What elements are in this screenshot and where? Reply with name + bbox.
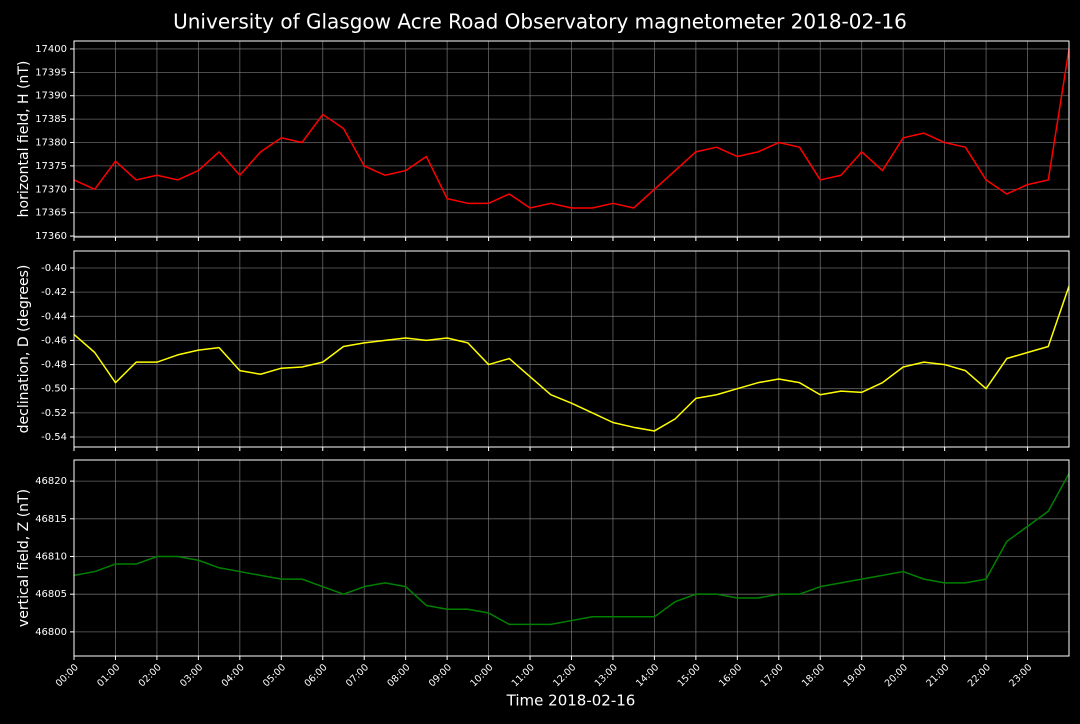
y-tick-label: 46820 xyxy=(35,476,67,487)
y-tick-label: -0.44 xyxy=(41,311,67,322)
data-line xyxy=(73,48,1070,209)
y-tick-label: 17390 xyxy=(35,91,67,102)
y-tick-label: 46800 xyxy=(35,627,67,638)
y-tick-label: -0.40 xyxy=(41,263,67,274)
plot-frame xyxy=(73,250,1070,448)
y-axis-label: horizontal field, H (nT) xyxy=(16,61,32,218)
y-tick-label: -0.52 xyxy=(41,408,67,419)
y-tick-label: 17400 xyxy=(35,44,67,55)
y-tick-label: -0.42 xyxy=(41,287,67,298)
plot-frame xyxy=(73,459,1070,657)
y-tick-label: 17365 xyxy=(35,208,67,219)
y-tick-label: -0.50 xyxy=(41,384,67,395)
y-tick-label: 17380 xyxy=(35,138,67,149)
y-tick-label: 17385 xyxy=(35,114,67,125)
figure-title: University of Glasgow Acre Road Observat… xyxy=(173,10,907,34)
y-tick-label: -0.46 xyxy=(41,335,67,346)
x-axis-label: Time 2018-02-16 xyxy=(506,692,636,710)
y-tick-label: 46805 xyxy=(35,589,67,600)
plot-frame xyxy=(73,40,1070,238)
y-tick-label: 17370 xyxy=(35,184,67,195)
y-tick-label: -0.48 xyxy=(41,360,67,371)
y-tick-label: 46810 xyxy=(35,551,67,562)
y-tick-label: 17375 xyxy=(35,161,67,172)
data-line xyxy=(73,285,1070,432)
y-tick-label: -0.54 xyxy=(41,432,67,443)
data-line xyxy=(73,473,1070,626)
y-tick-label: 46815 xyxy=(35,514,67,525)
y-tick-label: 17395 xyxy=(35,67,67,78)
y-axis-label: vertical field, Z (nT) xyxy=(16,489,32,627)
y-axis-label: declination, D (degrees) xyxy=(16,265,32,434)
y-tick-label: 17360 xyxy=(35,231,67,242)
